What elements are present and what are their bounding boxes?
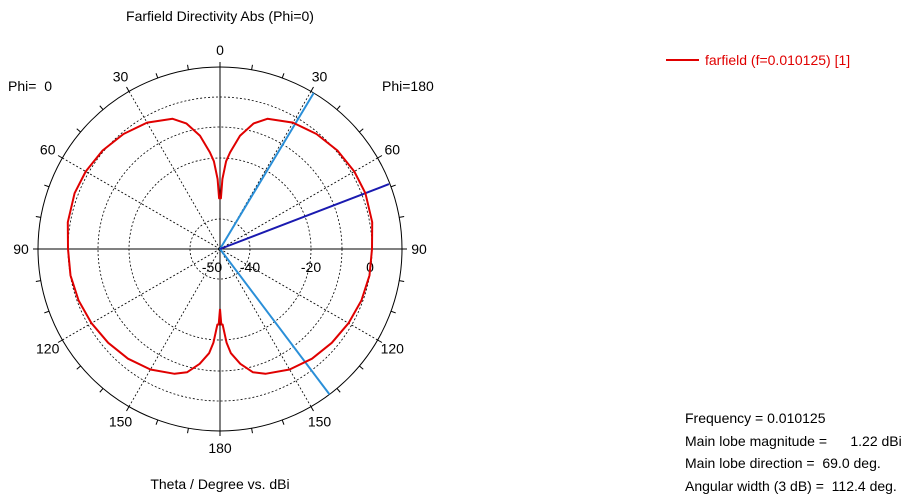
angle-tick-label: 0 [216,42,224,58]
angle-tick-label: 90 [411,241,427,257]
angle-tick [390,310,396,314]
phi-left-label: Phi= 0 [8,78,52,94]
series-curve-left [66,117,221,375]
angle-tick [155,73,159,79]
angle-tick [310,86,314,92]
angle-tick-label: 30 [113,69,129,85]
angle-tick-label: 90 [13,241,29,257]
axis-caption: Theta / Degree vs. dBi [150,476,290,492]
magnitude-value: 1.22 dBi [830,432,902,449]
angle-tick-label: 150 [308,413,332,429]
magnitude-label: Main lobe magnitude = [685,432,831,449]
width-label: Angular width (3 dB) = [685,477,828,494]
angle-tick-label: 150 [109,413,133,429]
angle-tick [155,419,159,425]
angle-tick [251,428,253,434]
radial-tick-label: -40 [240,259,260,275]
legend-line-swatch [666,59,699,61]
grid-spoke [219,248,312,407]
radial-tick-label: -20 [301,259,321,275]
angle-tick [399,280,405,282]
angle-tick [76,128,81,133]
info-width: Angular width (3 dB) = 112.4 deg. [685,475,902,498]
beamwidth-edge-line [219,248,331,396]
angle-tick [99,388,104,393]
radial-tick-labels: -50 -40 -20 0 [202,259,374,275]
radial-tick-label: -50 [202,259,222,275]
width-value: 112.4 deg. [827,477,897,494]
angle-tick-label: 180 [208,440,232,456]
angle-tick [336,105,341,110]
info-magnitude: Main lobe magnitude = 1.22 dBi [685,430,902,453]
beamwidth-edge-line [219,92,315,250]
angle-tick [44,184,50,188]
lobe-markers [219,92,390,396]
angle-tick-label: 60 [385,142,401,158]
info-panel: Frequency = 0.010125 Main lobe magnitude… [685,407,902,497]
info-frequency: Frequency = 0.010125 [685,407,902,430]
main-lobe-direction-line [219,183,390,250]
angle-tick [251,64,253,70]
frequency-value: 0.010125 [767,410,826,426]
series-curves [66,117,374,375]
angle-tick [126,406,130,412]
angle-tick [126,86,130,92]
angle-tick [359,128,364,133]
direction-value: 69.0 deg. [818,455,881,472]
angle-tick [336,388,341,393]
angle-tick-label: 120 [36,341,60,357]
angle-tick [76,365,81,370]
series-curve-right [219,117,374,375]
angle-tick [57,339,63,343]
angle-tick-label: 30 [312,69,328,85]
info-direction: Main lobe direction = 69.0 deg. [685,452,902,475]
angle-tick-label: 60 [40,142,56,158]
phi-right-label: Phi=180 [382,78,434,94]
polar-plot: Farfield Directivity Abs (Phi=0) Phi= 0 … [8,8,434,456]
frequency-label: Frequency = [685,410,768,426]
angle-tick [377,155,383,159]
angle-tick [57,155,63,159]
angle-tick-label: 120 [381,341,405,357]
angle-tick [281,419,285,425]
chart-title: Farfield Directivity Abs (Phi=0) [126,8,314,24]
angle-tick [377,339,383,343]
angle-tick [35,216,41,218]
angle-tick [187,64,189,70]
legend-series-label: farfield (f=0.010125) [1] [705,52,851,68]
angle-tick [399,216,405,218]
angle-tick [44,310,50,314]
angle-tick [281,73,285,79]
angle-tick [310,406,314,412]
angle-tick [390,184,396,188]
angle-tick [35,280,41,282]
angle-tick [187,428,189,434]
direction-label: Main lobe direction = [685,455,819,472]
legend: farfield (f=0.010125) [1] [666,52,850,68]
angle-tick [359,365,364,370]
angle-tick [99,105,104,110]
angle-tick-labels: 0 30 60 90 120 150 180 150 120 90 60 30 [13,42,427,456]
